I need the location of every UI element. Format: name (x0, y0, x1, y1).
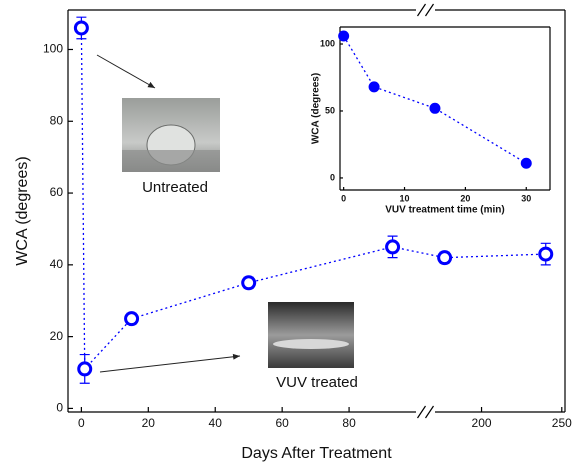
inset-background (340, 27, 550, 190)
marker (339, 31, 349, 41)
y-tick-label: 50 (325, 105, 335, 115)
marker (243, 277, 255, 289)
y-tick-label: 80 (50, 113, 64, 127)
axis-break (426, 4, 434, 16)
marker (439, 252, 451, 264)
photo-vuv (268, 302, 354, 368)
x-tick-label: 0 (341, 193, 346, 203)
y-tick-label: 100 (43, 42, 63, 56)
marker (369, 82, 379, 92)
x-tick-label: 30 (521, 193, 531, 203)
y-tick-label: 60 (50, 185, 64, 199)
x-tick-label: 20 (142, 416, 156, 430)
axis-break (418, 406, 426, 418)
arrow (97, 55, 155, 88)
annotation: Untreated (142, 179, 208, 196)
x-tick-label: 80 (342, 416, 356, 430)
x-tick-label: 0 (78, 416, 85, 430)
y-axis-title: WCA (degrees) (14, 156, 31, 265)
x-tick-label: 10 (400, 193, 410, 203)
x-tick-label: 250 (552, 416, 572, 430)
x-tick-label: 60 (275, 416, 289, 430)
marker (79, 363, 91, 375)
x-tick-label: 20 (460, 193, 470, 203)
x-tick-label: 40 (209, 416, 223, 430)
y-tick-label: 0 (330, 172, 335, 182)
marker (430, 103, 440, 113)
y-tick-label: 0 (56, 401, 63, 415)
y-tick-label: 40 (50, 257, 64, 271)
chart: Untreated VUV treated 020406080200250020… (0, 0, 574, 464)
marker (540, 248, 552, 260)
axis-break (426, 406, 434, 418)
arrow (100, 356, 240, 372)
x-axis-title: Days After Treatment (241, 445, 392, 462)
y-axis-title: WCA (degrees) (311, 73, 322, 144)
y-tick-label: 20 (50, 329, 64, 343)
marker (387, 241, 399, 253)
axis-break (418, 4, 426, 16)
plot: 0 10 20 30 0 50 100 VUV treatment time (min) WCA… (311, 27, 550, 216)
x-tick-label: 200 (472, 416, 492, 430)
x-axis-title: VUV treatment time (min) (385, 205, 504, 216)
y-tick-label: 100 (320, 38, 335, 48)
marker (126, 313, 138, 325)
annotation: VUV treated (276, 374, 358, 391)
marker (75, 22, 87, 34)
photo-untreated (122, 98, 220, 172)
marker (521, 158, 531, 168)
